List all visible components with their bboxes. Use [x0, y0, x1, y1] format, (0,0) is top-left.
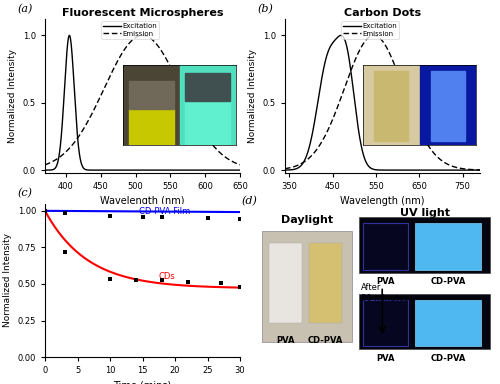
Bar: [310, 243, 342, 323]
Y-axis label: Normalized Intensity: Normalized Intensity: [3, 233, 12, 327]
Text: CD-PVA: CD-PVA: [308, 336, 344, 345]
Point: [60, 249, 68, 255]
Text: (b): (b): [258, 4, 274, 14]
Bar: [415, 300, 481, 346]
Legend: Excitation, Emission: Excitation, Emission: [101, 21, 160, 39]
Y-axis label: Normalized Intensity: Normalized Intensity: [8, 49, 18, 143]
Bar: [270, 243, 302, 323]
Point: [204, 215, 212, 221]
X-axis label: Time (mins): Time (mins): [114, 381, 172, 384]
Text: (a): (a): [18, 4, 33, 14]
Point: [60, 210, 68, 216]
Text: (c): (c): [18, 188, 32, 199]
Text: CD-PVA: CD-PVA: [430, 277, 466, 286]
Point: [236, 284, 244, 290]
Point: [216, 280, 224, 286]
Title: Carbon Dots: Carbon Dots: [344, 8, 421, 18]
Title: Fluorescent Microspheres: Fluorescent Microspheres: [62, 8, 223, 18]
Point: [184, 279, 192, 285]
Text: After
30 minutes: After 30 minutes: [361, 283, 408, 303]
Text: CD-PVA: CD-PVA: [430, 354, 466, 363]
Point: [158, 214, 166, 220]
Point: [236, 216, 244, 222]
Text: PVA: PVA: [276, 336, 295, 345]
Point: [106, 213, 114, 219]
Bar: [364, 223, 408, 270]
Legend: Excitation, Emission: Excitation, Emission: [341, 21, 400, 39]
Y-axis label: Normalized Intensity: Normalized Intensity: [248, 49, 258, 143]
Text: PVA: PVA: [376, 277, 395, 286]
Point: [106, 276, 114, 282]
X-axis label: Wavelength (nm): Wavelength (nm): [340, 196, 425, 206]
Bar: [415, 223, 481, 270]
Point: [41, 208, 49, 214]
Text: PVA: PVA: [376, 354, 395, 363]
Text: UV light: UV light: [400, 208, 450, 218]
Text: Daylight: Daylight: [281, 215, 333, 225]
Point: [138, 214, 146, 220]
Bar: [262, 231, 352, 342]
Point: [158, 277, 166, 283]
Bar: [358, 217, 490, 273]
Bar: [358, 294, 490, 349]
Point: [41, 208, 49, 214]
Bar: [364, 300, 408, 346]
Text: (d): (d): [241, 196, 257, 206]
Text: CDs: CDs: [159, 272, 176, 281]
X-axis label: Wavelength (nm): Wavelength (nm): [100, 196, 185, 206]
Text: CD-PVA Film: CD-PVA Film: [139, 207, 190, 217]
Point: [132, 277, 140, 283]
